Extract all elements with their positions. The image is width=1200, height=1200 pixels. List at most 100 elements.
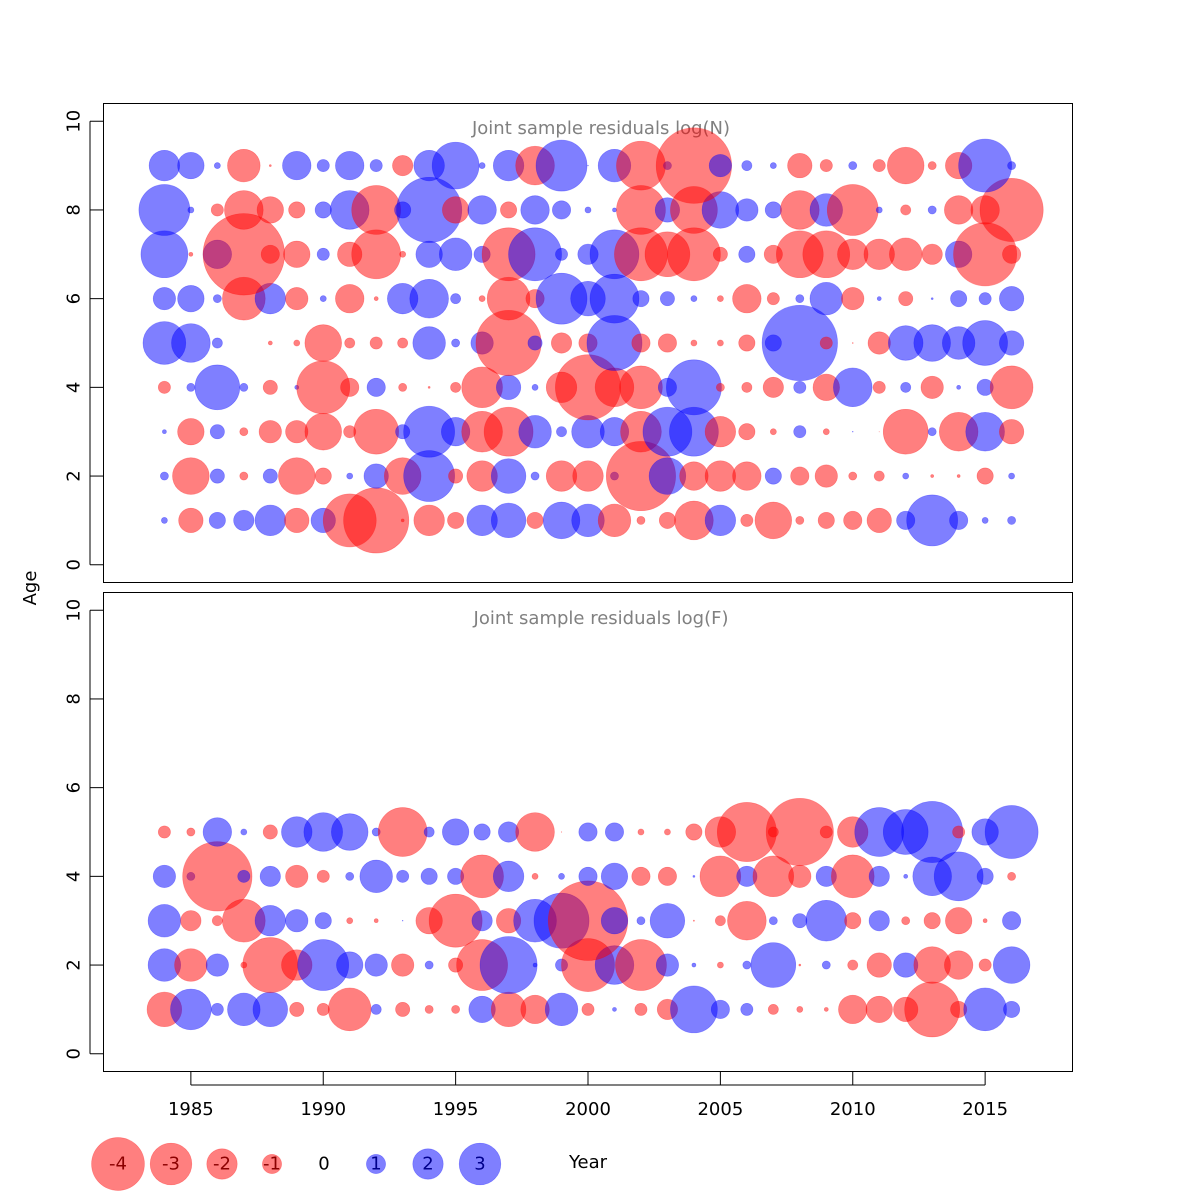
residual-bubble	[965, 412, 1005, 452]
residual-bubble	[790, 466, 810, 486]
residual-bubble	[667, 227, 721, 282]
residual-bubble	[450, 381, 462, 393]
residual-bubble	[431, 141, 480, 190]
residual-bubble	[927, 205, 937, 215]
residual-bubble	[531, 872, 539, 880]
residual-bubble	[844, 912, 862, 930]
legend-label: -3	[162, 1154, 180, 1175]
residual-bubble	[373, 296, 379, 301]
y-tick-label: 0	[64, 1048, 85, 1059]
residual-bubble	[927, 427, 937, 437]
residual-bubble	[685, 823, 703, 841]
residual-bubble	[866, 952, 892, 978]
residual-bubble	[448, 468, 464, 484]
residual-bubble	[655, 127, 732, 204]
residual-bubble	[956, 474, 961, 478]
residual-bubble	[901, 916, 911, 926]
y-tick-label: 8	[64, 204, 85, 215]
residual-bubble	[792, 913, 808, 929]
residual-bubble	[952, 825, 966, 839]
residual-bubble	[619, 365, 663, 410]
residual-bubble	[345, 871, 355, 881]
residual-bubble	[560, 831, 563, 833]
residual-bubble	[612, 1007, 617, 1012]
residual-bubble	[152, 864, 176, 888]
residual-bubble	[202, 817, 232, 847]
residual-bubble	[413, 504, 445, 537]
residual-bubble	[208, 511, 226, 529]
residual-bubble	[177, 418, 205, 446]
legend-bubble	[262, 1154, 282, 1174]
residual-bubble	[927, 161, 937, 170]
residual-bubble	[403, 450, 455, 502]
residual-bubble	[631, 866, 651, 886]
residual-bubble	[447, 511, 465, 529]
x-tick-label: 2010	[830, 1099, 876, 1120]
residual-bubble	[715, 382, 725, 392]
residual-bubble	[632, 290, 650, 308]
residual-bubble	[178, 507, 204, 533]
residual-bubble	[956, 385, 961, 390]
residual-bubble	[285, 864, 309, 888]
residual-bubble	[532, 962, 538, 968]
residual-bubble	[765, 798, 834, 866]
residual-bubble	[793, 380, 807, 394]
residual-bubble	[999, 330, 1025, 356]
residual-bubble	[471, 910, 493, 932]
residual-bubble	[492, 860, 525, 892]
residual-bubble	[920, 375, 944, 399]
residual-bubble	[981, 517, 989, 524]
residual-bubble	[664, 828, 671, 836]
residual-bubble	[555, 247, 568, 261]
residual-bubble	[439, 237, 473, 271]
y-tick-label: 4	[64, 871, 85, 882]
residual-bubble	[304, 324, 342, 362]
residual-bubble	[597, 503, 632, 538]
residual-bubble	[377, 807, 428, 857]
residual-bubble	[239, 382, 249, 392]
residual-bubble	[979, 178, 1044, 242]
residual-bubble	[712, 246, 728, 262]
x-tick-label: 2005	[697, 1099, 743, 1120]
residual-bubble	[351, 185, 401, 235]
residual-bubble	[741, 381, 753, 393]
residual-bubble	[268, 164, 272, 167]
residual-bubble	[817, 511, 835, 529]
residual-bubble	[227, 148, 261, 183]
residual-bubble	[769, 162, 777, 169]
residual-bubble	[331, 813, 369, 851]
y-tick-label: 2	[64, 470, 85, 481]
residual-bubble	[412, 326, 446, 360]
residual-bubble	[316, 159, 330, 173]
residual-bubble	[921, 243, 943, 265]
residual-bubble	[369, 336, 383, 350]
residual-bubble	[343, 487, 410, 554]
residual-bubble	[903, 874, 909, 879]
residual-bubble	[900, 381, 912, 393]
bubbles-panel-log-n	[138, 127, 1044, 554]
residual-bubble	[152, 287, 176, 311]
residual-bubble	[822, 428, 830, 436]
residual-bubble	[351, 229, 401, 280]
residual-bubble	[636, 516, 646, 525]
residual-bubble	[717, 295, 724, 303]
residual-bubble	[148, 149, 180, 182]
residual-bubble	[655, 953, 679, 977]
x-axis-title: Year	[568, 1152, 608, 1173]
legend-bubble	[366, 1154, 386, 1174]
residual-bubble	[526, 511, 544, 529]
legend-label: -1	[263, 1154, 281, 1175]
residual-bubble	[364, 953, 388, 977]
residual-bubble	[872, 380, 886, 394]
residual-bubble	[328, 987, 372, 1032]
residual-bubble	[500, 201, 518, 219]
residual-bubble	[467, 195, 497, 225]
residual-bubble	[634, 1002, 648, 1016]
residual-bubble	[344, 337, 356, 349]
residual-bubble	[188, 251, 194, 257]
residual-bubble	[750, 942, 797, 988]
residual-bubble	[764, 467, 782, 485]
legend-label: 3	[474, 1154, 485, 1175]
residual-bubble	[1002, 244, 1022, 264]
residual-bubble	[742, 960, 752, 970]
